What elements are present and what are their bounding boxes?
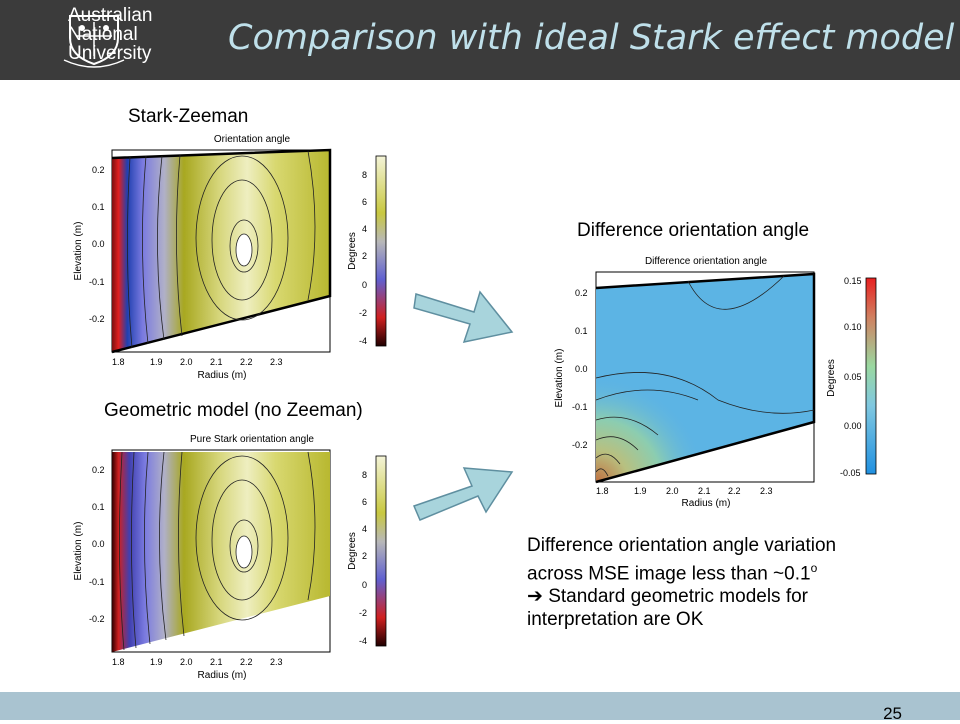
xtick: 2.1 — [698, 486, 711, 496]
cbar-tick: -2 — [359, 308, 367, 318]
note-line-1: Difference orientation angle variation a… — [527, 534, 887, 585]
plot-geometric: Pure Stark orientation angle 0.2 0.1 0.0… — [72, 428, 402, 688]
xtick: 2.3 — [270, 357, 283, 367]
cbar-tick: 6 — [362, 197, 367, 207]
y-axis-label: Elevation (m) — [73, 222, 84, 281]
logo-line-2: National — [68, 24, 138, 45]
cbar-label: Degrees — [347, 532, 358, 570]
ytick: -0.1 — [89, 277, 105, 287]
cbar-tick: -0.05 — [840, 468, 861, 478]
xtick: 2.0 — [666, 486, 679, 496]
degree-superscript: o — [810, 561, 818, 575]
plot-title: Pure Stark orientation angle — [190, 434, 314, 445]
cbar-tick: 8 — [362, 170, 367, 180]
cbar-tick: 0.05 — [844, 372, 862, 382]
plot-title: Difference orientation angle — [645, 256, 768, 267]
cbar-tick: 0.10 — [844, 322, 862, 332]
xtick: 1.9 — [150, 657, 163, 667]
anu-wordmark: Australian National University — [68, 6, 153, 63]
ytick: 0.0 — [92, 239, 105, 249]
cbar-tick: 8 — [362, 470, 367, 480]
ytick: 0.2 — [92, 465, 105, 475]
ytick: -0.2 — [89, 314, 105, 324]
implies-arrow-icon: ➔ — [527, 586, 543, 608]
cbar-tick: 0.15 — [844, 276, 862, 286]
cbar-label: Degrees — [347, 232, 358, 270]
cbar-tick: -4 — [359, 336, 367, 346]
header-bar: Australian National University Compariso… — [0, 0, 960, 80]
plot-stark-zeeman: Orientation angle 0.2 0.1 0.0 -0.1 -0.2 … — [72, 128, 402, 388]
x-axis-label: Radius (m) — [198, 370, 247, 381]
logo-line-1: Australian — [68, 5, 153, 26]
page-number: 25 — [883, 704, 902, 723]
caption-difference: Difference orientation angle — [577, 220, 810, 241]
xtick: 2.2 — [240, 657, 253, 667]
ytick: 0.1 — [92, 502, 105, 512]
note-text-1: Difference orientation angle variation a… — [527, 535, 837, 585]
ytick: 0.1 — [575, 326, 588, 336]
cbar-tick: -4 — [359, 636, 367, 646]
arrow-right-icon — [413, 290, 514, 344]
caption-stark-zeeman: Stark-Zeeman — [128, 106, 249, 127]
xtick: 2.0 — [180, 657, 193, 667]
ytick: -0.1 — [572, 402, 588, 412]
xtick: 2.1 — [210, 357, 223, 367]
xtick: 1.9 — [634, 486, 647, 496]
xtick: 2.3 — [270, 657, 283, 667]
cbar-tick: -2 — [359, 608, 367, 618]
note-text-2: Standard geometric models for interpreta… — [527, 586, 808, 631]
y-axis-label: Elevation (m) — [554, 349, 565, 408]
slide-title: Comparison with ideal Stark effect model — [228, 18, 955, 58]
logo-line-3: University — [68, 43, 152, 64]
ytick: -0.2 — [572, 440, 588, 450]
plot-difference: Difference orientation angle 0.2 0.1 0.0… — [548, 250, 888, 515]
cbar-tick: 0 — [362, 580, 367, 590]
footer-bar: 25 — [0, 692, 960, 723]
cbar-tick: 2 — [362, 551, 367, 561]
x-axis-label: Radius (m) — [682, 498, 731, 509]
xtick: 2.1 — [210, 657, 223, 667]
cbar-tick: 0.00 — [844, 421, 862, 431]
xtick: 1.9 — [150, 357, 163, 367]
ytick: 0.2 — [92, 165, 105, 175]
ytick: 0.1 — [92, 202, 105, 212]
xtick: 2.3 — [760, 486, 773, 496]
xtick: 1.8 — [596, 486, 609, 496]
note-line-2: ➔ Standard geometric models for interpre… — [527, 585, 887, 631]
x-axis-label: Radius (m) — [198, 670, 247, 681]
ytick: -0.2 — [89, 614, 105, 624]
conclusion-note: Difference orientation angle variation a… — [527, 534, 887, 631]
arrow-up-right-icon — [412, 467, 514, 521]
cbar-tick: 4 — [362, 224, 367, 234]
y-axis-label: Elevation (m) — [73, 522, 84, 581]
xtick: 1.8 — [112, 357, 125, 367]
ytick: 0.2 — [575, 288, 588, 298]
anu-crest-icon — [63, 15, 125, 68]
cbar-label: Degrees — [826, 359, 837, 397]
xtick: 1.8 — [112, 657, 125, 667]
plot-title: Orientation angle — [214, 134, 291, 145]
ytick: -0.1 — [89, 577, 105, 587]
cbar-tick: 6 — [362, 497, 367, 507]
ytick: 0.0 — [575, 364, 588, 374]
caption-geometric: Geometric model (no Zeeman) — [104, 400, 363, 421]
cbar-tick: 4 — [362, 524, 367, 534]
xtick: 2.2 — [240, 357, 253, 367]
xtick: 2.2 — [728, 486, 741, 496]
cbar-tick: 2 — [362, 251, 367, 261]
cbar-tick: 0 — [362, 280, 367, 290]
ytick: 0.0 — [92, 539, 105, 549]
xtick: 2.0 — [180, 357, 193, 367]
